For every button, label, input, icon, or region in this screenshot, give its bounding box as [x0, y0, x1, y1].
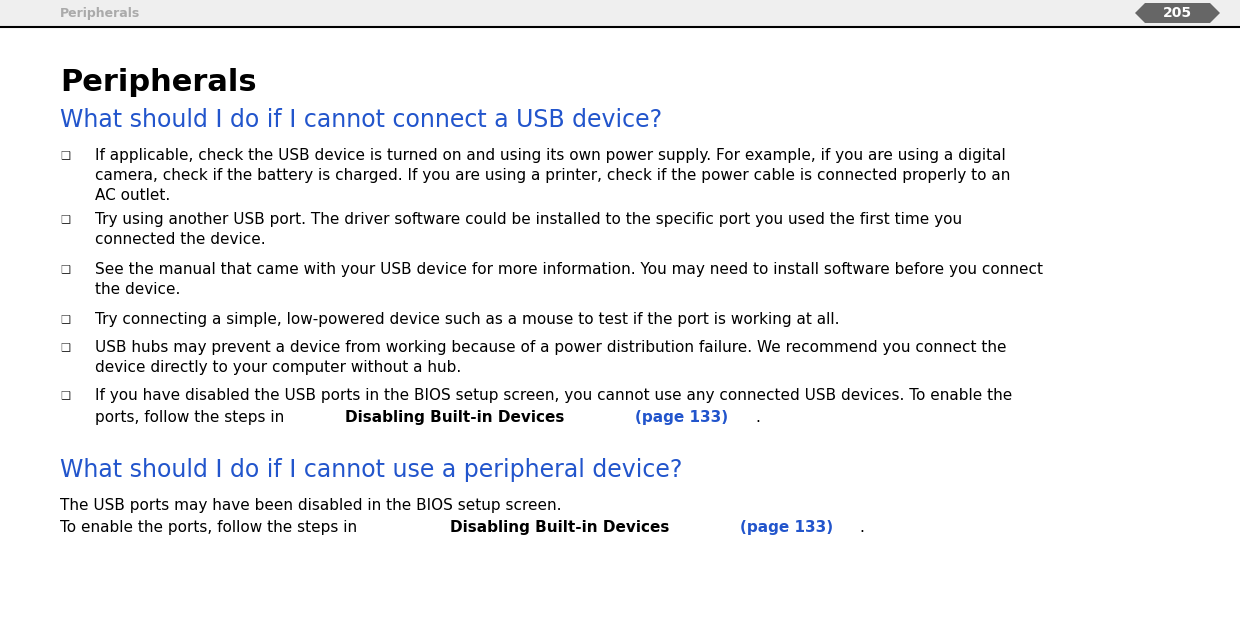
- Text: ports, follow the steps in: ports, follow the steps in: [95, 410, 289, 425]
- Text: If you have disabled the USB ports in the BIOS setup screen, you cannot use any : If you have disabled the USB ports in th…: [95, 388, 1012, 403]
- Text: 205: 205: [1163, 6, 1192, 20]
- Text: ❑: ❑: [60, 264, 69, 274]
- Text: Disabling Built-in Devices: Disabling Built-in Devices: [346, 410, 570, 425]
- Text: What should I do if I cannot use a peripheral device?: What should I do if I cannot use a perip…: [60, 458, 682, 482]
- Polygon shape: [1135, 3, 1220, 23]
- Text: If applicable, check the USB device is turned on and using its own power supply.: If applicable, check the USB device is t…: [95, 148, 1011, 203]
- Text: Peripherals: Peripherals: [60, 6, 140, 20]
- Text: (page 133): (page 133): [635, 410, 728, 425]
- Text: ❑: ❑: [60, 390, 69, 400]
- Text: Disabling Built-in Devices: Disabling Built-in Devices: [450, 520, 675, 535]
- Text: See the manual that came with your USB device for more information. You may need: See the manual that came with your USB d…: [95, 262, 1043, 297]
- Text: ❑: ❑: [60, 342, 69, 352]
- Text: What should I do if I cannot connect a USB device?: What should I do if I cannot connect a U…: [60, 108, 662, 132]
- Text: (page 133): (page 133): [739, 520, 832, 535]
- Text: The USB ports may have been disabled in the BIOS setup screen.: The USB ports may have been disabled in …: [60, 498, 562, 513]
- Text: ❑: ❑: [60, 314, 69, 324]
- Text: ❑: ❑: [60, 214, 69, 224]
- Text: Peripherals: Peripherals: [60, 68, 257, 97]
- Text: .: .: [755, 410, 760, 425]
- Text: USB hubs may prevent a device from working because of a power distribution failu: USB hubs may prevent a device from worki…: [95, 340, 1007, 375]
- Text: Try using another USB port. The driver software could be installed to the specif: Try using another USB port. The driver s…: [95, 212, 962, 247]
- Text: .: .: [859, 520, 864, 535]
- Bar: [0, 0, 1240, 26]
- Text: Try connecting a simple, low-powered device such as a mouse to test if the port : Try connecting a simple, low-powered dev…: [95, 312, 839, 327]
- Text: ❑: ❑: [60, 150, 69, 160]
- Text: To enable the ports, follow the steps in: To enable the ports, follow the steps in: [60, 520, 362, 535]
